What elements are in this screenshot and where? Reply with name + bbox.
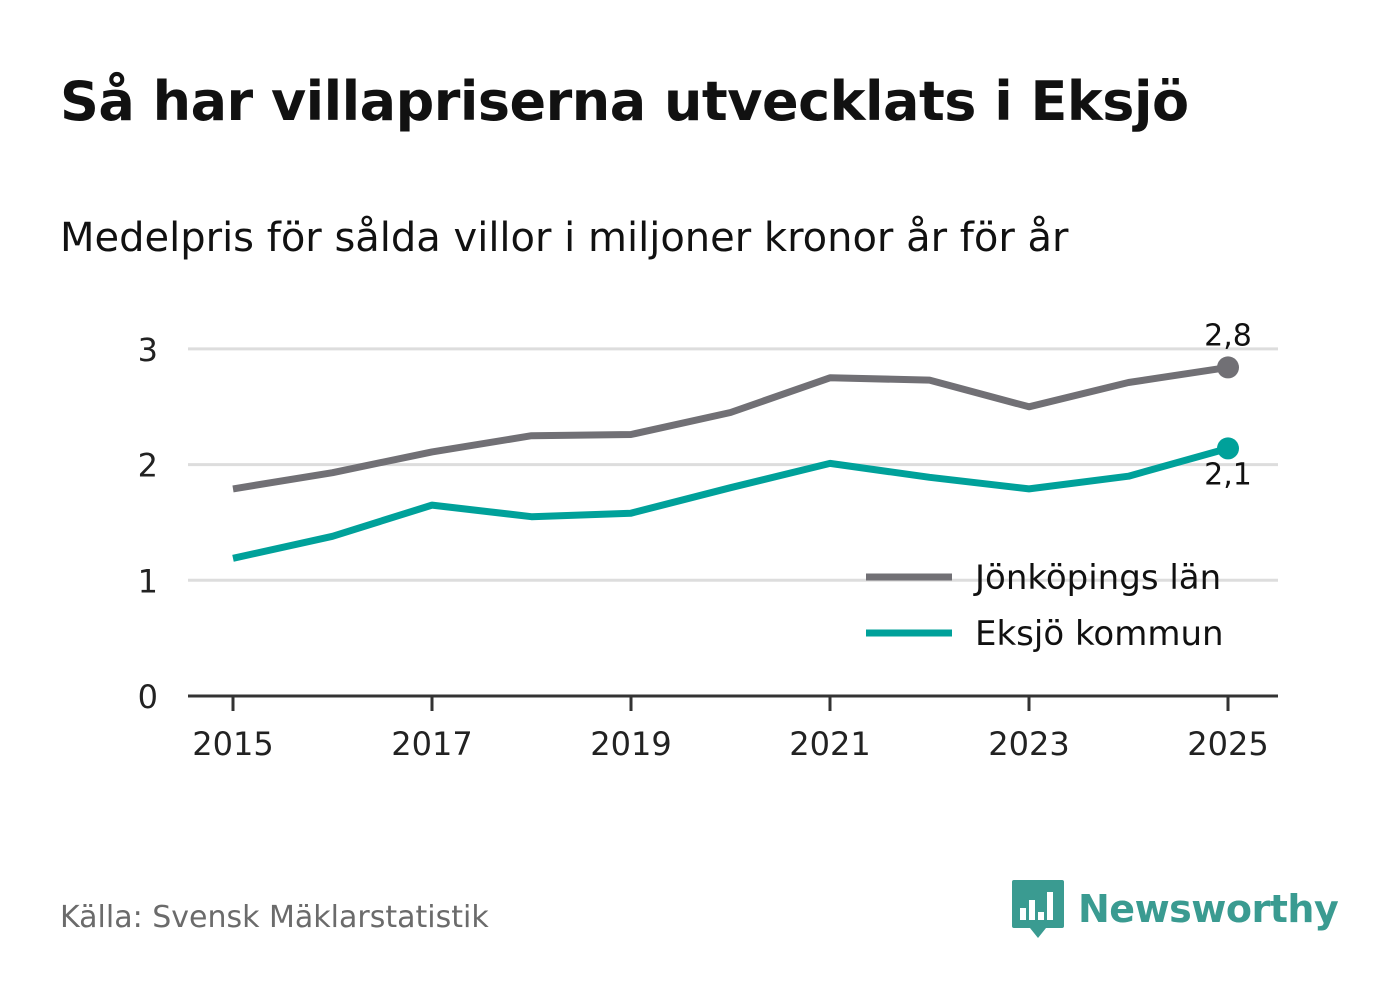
series-end-point [1217,437,1239,460]
series-line-0 [232,363,1229,493]
x-tick-label: 2025 [1187,725,1268,763]
line-chart: 0 1 2 3 2015 2017 2019 2021 2023 2025 2,8 2,1 Jönköp… [138,318,1278,763]
x-tick-label: 2023 [988,725,1069,763]
end-value-label: 2,8 [1204,318,1252,353]
brand-logo[interactable]: Newsworthy [1010,878,1339,940]
brand-name: Newsworthy [1078,887,1339,931]
y-tick-label: 1 [138,562,158,600]
source-text: Källa: Svensk Mäklarstatistik [60,900,489,935]
x-tick-label: 2021 [789,725,870,763]
y-tick-label: 0 [138,678,158,716]
newsworthy-logo-icon [1012,880,1064,938]
y-tick-label: 3 [138,331,158,369]
x-tick-label: 2015 [192,725,273,763]
chart-title: Så har villapriserna utvecklats i Eksjö [60,70,1189,133]
y-tick-label: 2 [138,447,158,485]
series-end-point [1217,356,1239,379]
chart-subtitle: Medelpris för sålda villor i miljoner kr… [60,215,1069,261]
x-tick-label: 2017 [391,725,472,763]
legend-label: Jönköpings län [973,558,1221,598]
series-line-1 [232,445,1229,562]
end-value-label: 2,1 [1204,457,1252,492]
x-tick-label: 2019 [590,725,671,763]
legend-label: Eksjö kommun [975,614,1224,654]
